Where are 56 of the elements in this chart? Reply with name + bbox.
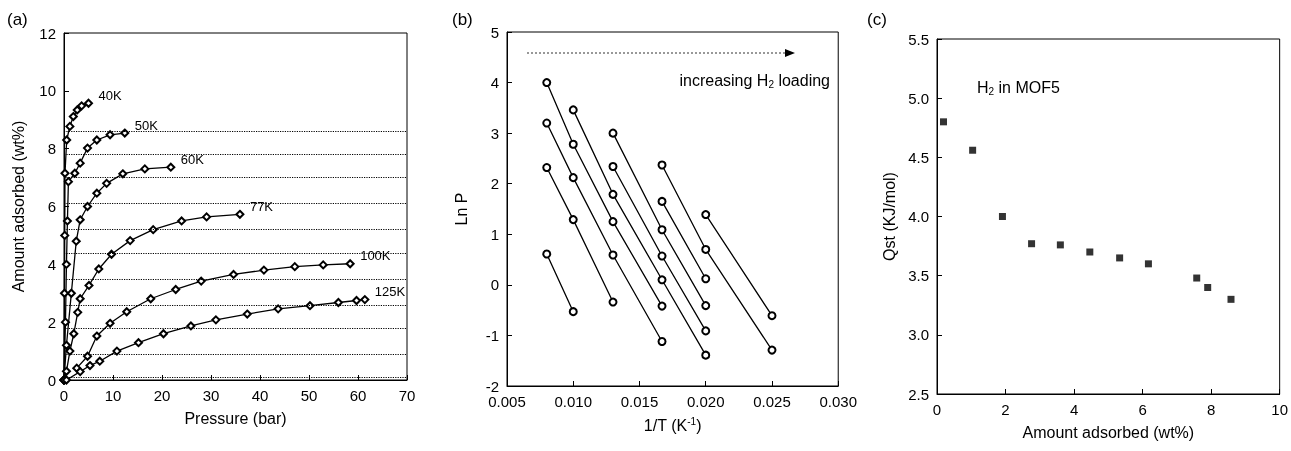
x-tick-label: 0.020 [686,393,725,410]
x-tick-label: 0.025 [753,393,791,410]
x-tick-label: 0.030 [819,393,858,410]
x-tick-label: 0.015 [620,393,659,410]
x-tick-label: 10 [104,387,122,404]
y-tick-label: 8 [47,140,56,158]
y-axis-title: Qst (KJ/mol) [880,172,898,261]
y-axis-title: Amount adsorbed (wt%) [9,120,27,293]
chart-title: (b) [452,10,473,29]
y-tick-label: 5.5 [908,30,929,48]
series-label: 77K [249,198,274,214]
x-tick-label: 50 [300,387,318,404]
y-tick-label: 2 [490,175,499,193]
chart-title: (c) [867,10,887,29]
x-axis-title: Pressure (bar) [184,409,287,427]
y-tick-label: 12 [39,24,56,42]
y-tick-label: -2 [485,377,499,395]
y-tick-label: 0 [490,276,499,294]
y-tick-label: 4 [490,74,499,92]
x-tick-label: 60 [349,387,367,404]
y-tick-label: 0 [47,371,56,389]
y-tick-label: 3.5 [908,267,929,285]
series-label: 60K [180,151,205,167]
y-tick-label: 2 [47,313,56,331]
x-tick-label: 0 [59,387,69,404]
y-tick-label: 4 [47,255,56,273]
y-tick-label: 6 [47,198,56,215]
x-tick-label: 4 [1069,401,1079,418]
y-tick-label: 5.0 [908,89,929,107]
x-tick-label: 2 [1001,401,1010,418]
series-label: 125K [374,284,406,300]
x-axis-title: Amount adsorbed (wt%) [1022,423,1195,441]
y-tick-label: 1 [490,225,499,243]
y-tick-label: 5 [490,23,499,41]
chart-title: (a) [7,10,28,29]
series-label: 40K [98,87,122,103]
x-tick-label: 70 [398,387,416,404]
x-tick-label: 6 [1138,401,1147,418]
x-tick-label: 20 [153,387,171,404]
x-tick-label: 0.005 [488,393,526,410]
y-tick-label: 3 [490,124,499,142]
y-tick-label: 4.0 [908,208,929,225]
x-tick-label: 8 [1206,401,1216,418]
y-tick-label: 10 [39,82,56,100]
x-tick-label: 30 [202,387,220,404]
series-label: 50K [134,117,159,133]
y-tick-label: 2.5 [908,385,929,403]
y-tick-label: 4.5 [908,148,929,166]
x-tick-label: 10 [1271,401,1288,418]
y-tick-label: 3.0 [908,326,929,344]
x-tick-label: 0.010 [554,393,593,410]
y-axis-title: Ln P [452,192,470,226]
y-tick-label: -1 [485,326,499,344]
x-tick-label: 0 [932,401,942,418]
x-tick-label: 40 [251,387,269,404]
series-label: 100K [360,248,391,264]
